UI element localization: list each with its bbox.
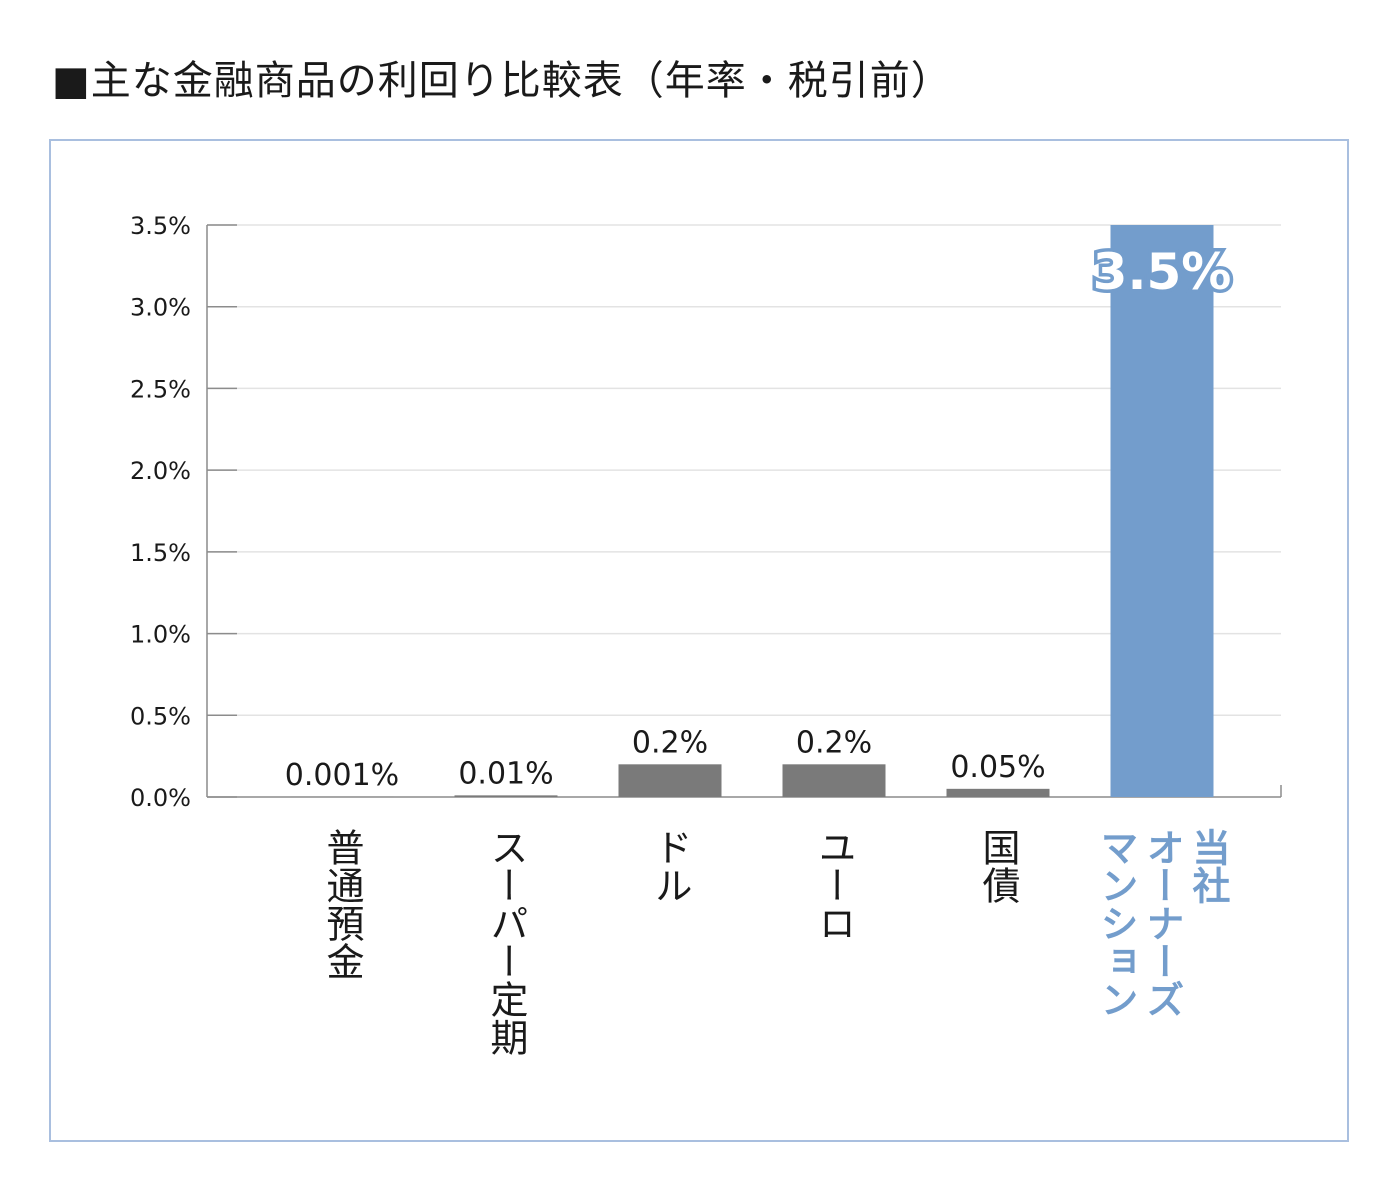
value-label: 0.2% xyxy=(796,725,872,760)
y-tick-label: 0.5% xyxy=(130,702,191,730)
y-tick-label: 1.5% xyxy=(130,539,191,567)
y-tick-label: 0.0% xyxy=(130,784,191,812)
value-label: 0.05% xyxy=(950,750,1045,785)
category-label: 当社 xyxy=(1186,828,1230,904)
bar xyxy=(782,764,886,797)
chart-frame xyxy=(49,139,1349,1142)
category-label: ユーロ xyxy=(812,828,856,942)
y-tick-label: 2.5% xyxy=(130,375,191,403)
y-tick-label: 3.5% xyxy=(130,212,191,240)
y-tick-label: 2.0% xyxy=(130,457,191,485)
category-label: オーナーズ xyxy=(1140,828,1184,1018)
value-label: 3.5% xyxy=(1093,243,1232,301)
y-tick-label: 3.0% xyxy=(130,294,191,322)
category-label: 国債 xyxy=(976,828,1020,904)
y-tick-label: 1.0% xyxy=(130,621,191,649)
bar xyxy=(946,788,1050,797)
bar xyxy=(454,795,558,797)
bar xyxy=(618,764,722,797)
value-label: 0.2% xyxy=(632,725,708,760)
category-label: ドル xyxy=(648,828,692,904)
category-label: マンション xyxy=(1094,828,1138,1018)
value-label: 0.001% xyxy=(285,758,399,793)
value-label: 0.01% xyxy=(458,756,553,791)
page-title: ■主な金融商品の利回り比較表（年率・税引前） xyxy=(52,58,952,104)
bar xyxy=(1110,225,1214,797)
category-label: 普通預金 xyxy=(320,828,364,980)
category-label: スーパー定期 xyxy=(484,828,528,1056)
